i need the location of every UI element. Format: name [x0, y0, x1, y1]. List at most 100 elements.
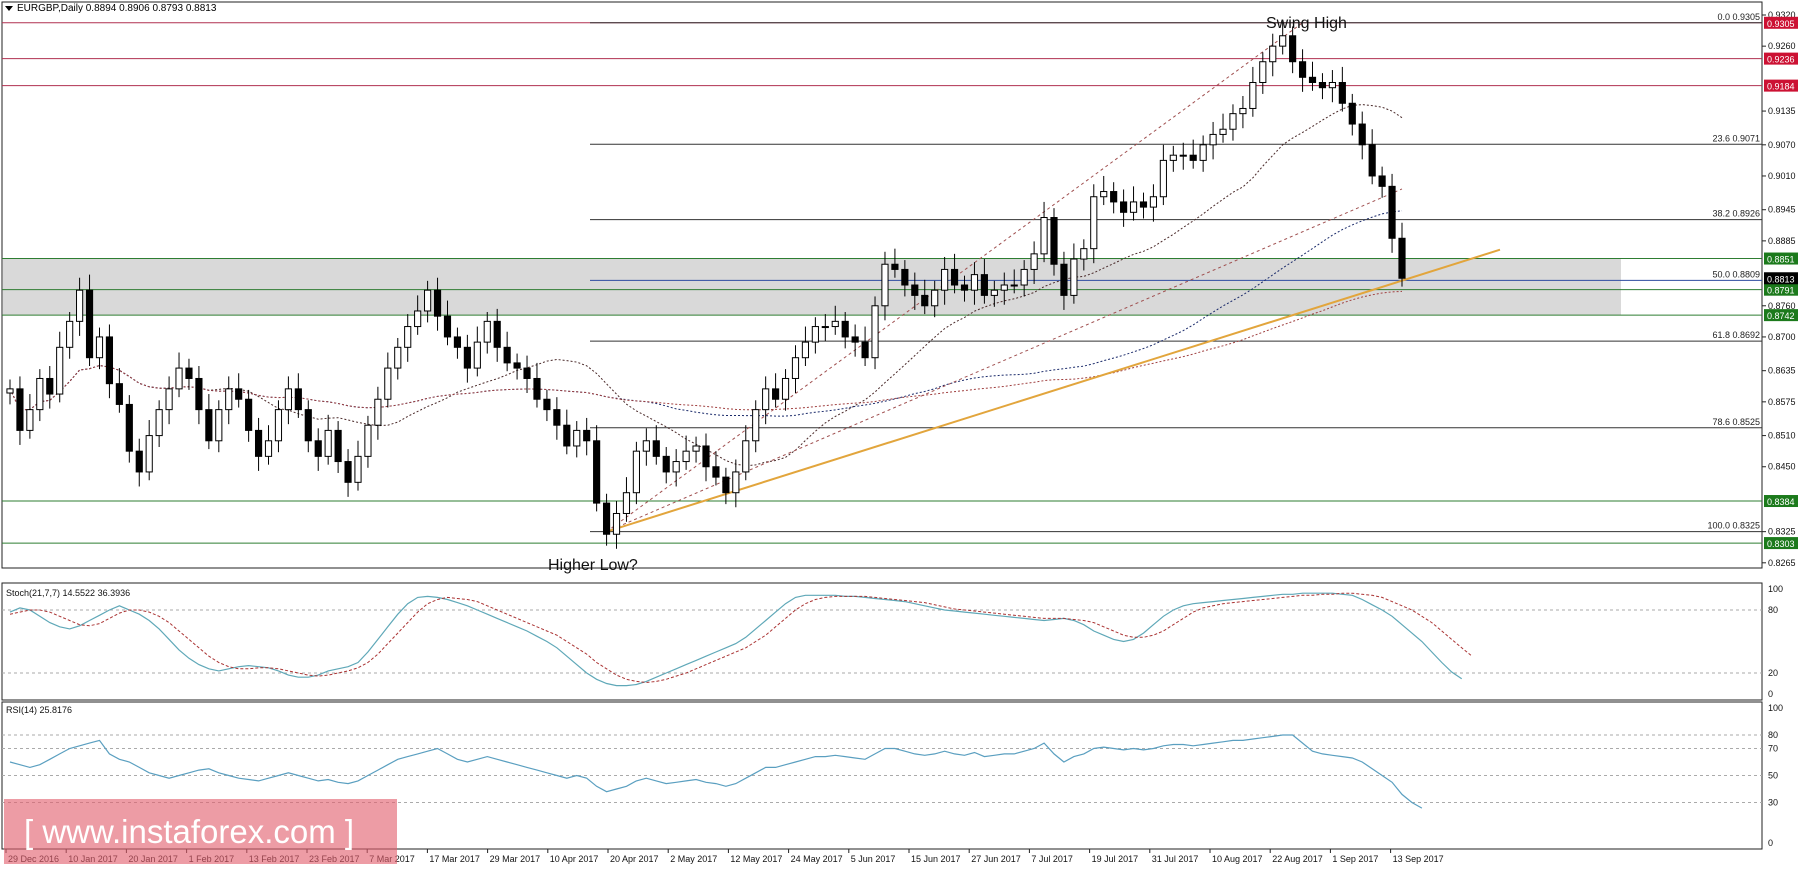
date-tick-label: 5 Jun 2017 — [851, 854, 896, 864]
candle-body — [314, 440, 322, 457]
candle-body — [642, 440, 650, 452]
candle-body — [543, 398, 551, 411]
current-price-label: 0.8813 — [1767, 274, 1795, 284]
date-tick-label: 15 Jun 2017 — [911, 854, 961, 864]
candle-body — [175, 367, 183, 390]
fib-label-61.8: 61.8 0.8692 — [1712, 330, 1760, 340]
price-label-0.8303: 0.8303 — [1767, 539, 1795, 549]
candle-body — [652, 440, 660, 457]
watermark-banner[interactable]: [ www.instaforex.com ] — [4, 799, 397, 864]
candle-body — [344, 461, 352, 483]
candle-body — [1189, 154, 1197, 161]
candle-body — [1149, 196, 1158, 208]
candle-body — [1269, 45, 1277, 63]
candle-body — [1050, 217, 1058, 265]
candle-body — [424, 289, 432, 312]
candle-body — [6, 388, 14, 394]
candle-body — [722, 476, 730, 494]
price-tick-label: 0.9135 — [1768, 106, 1796, 116]
price-label-0.8742: 0.8742 — [1767, 311, 1795, 321]
stochastic-main-line — [9, 592, 1463, 687]
stoch-tick-label: 20 — [1768, 668, 1778, 678]
candle-body — [593, 440, 601, 504]
candle-body — [364, 424, 372, 457]
rsi-tick-label: 80 — [1768, 730, 1778, 740]
candle-body — [463, 346, 471, 369]
candle-body — [503, 346, 511, 364]
date-tick-label: 2 May 2017 — [670, 854, 717, 864]
candle-body — [1040, 217, 1048, 255]
date-tick-label: 29 Mar 2017 — [490, 854, 541, 864]
price-label-0.8303-box — [1764, 537, 1798, 550]
candle-body — [762, 388, 770, 411]
price-tick-label: 0.8885 — [1768, 236, 1796, 246]
higher-low-annotation: Higher Low? — [548, 557, 638, 574]
candle-body — [205, 409, 213, 442]
candle-body — [861, 341, 869, 359]
rsi-line — [9, 734, 1423, 809]
candle-body — [264, 440, 273, 457]
price-tick-label: 0.8575 — [1768, 397, 1796, 407]
price-label-0.8791: 0.8791 — [1767, 286, 1795, 296]
candle-body — [16, 388, 24, 431]
swing-high-annotation: Swing High — [1266, 15, 1347, 32]
candle-body — [1219, 128, 1227, 135]
price-label-0.8791-box — [1764, 283, 1798, 296]
date-tick-label: 10 Apr 2017 — [550, 854, 599, 864]
date-tick-label: 19 Jul 2017 — [1092, 854, 1139, 864]
candle-body — [473, 341, 481, 369]
candle-body — [225, 388, 233, 411]
rsi-label: RSI(14) 25.8176 — [6, 705, 73, 715]
date-tick-label: 31 Jul 2017 — [1152, 854, 1199, 864]
candle-body — [901, 268, 909, 286]
price-tick-label: 0.8700 — [1768, 332, 1796, 342]
candle-body — [56, 346, 64, 395]
candle-body — [950, 268, 959, 286]
candle-body — [404, 326, 412, 348]
candle-body — [215, 409, 223, 442]
candle-body — [1289, 35, 1297, 63]
candle-body — [980, 274, 988, 296]
stochastic-panel-frame — [1, 582, 1763, 701]
candle-body — [851, 336, 859, 343]
candle-body — [1318, 82, 1327, 89]
candle-body — [493, 320, 501, 348]
candle-body — [1328, 82, 1336, 89]
candle-body — [1249, 82, 1257, 109]
price-tick-label: 0.8635 — [1768, 366, 1796, 376]
candle-body — [483, 320, 491, 343]
candle-body — [931, 289, 939, 307]
price-tick-label: 0.8945 — [1768, 205, 1796, 215]
candle-body — [155, 409, 163, 437]
candle-body — [1338, 82, 1346, 104]
stoch-tick-label: 0 — [1768, 689, 1773, 699]
price-label-0.9184-box — [1764, 79, 1798, 92]
stochastic-label: Stoch(21,7,7) 14.5522 36.3936 — [6, 588, 131, 598]
candle-body — [1139, 201, 1148, 208]
price-tick-label: 0.8325 — [1768, 527, 1796, 537]
support-zone — [3, 258, 1621, 316]
candle-body — [374, 398, 382, 426]
price-tick-label: 0.9010 — [1768, 171, 1796, 181]
candle-body — [891, 263, 899, 270]
candle-body — [46, 377, 54, 395]
candle-body — [294, 388, 302, 411]
main-panel-frame — [1, 1, 1763, 569]
candle-body — [1060, 263, 1068, 296]
candle-body — [125, 403, 133, 452]
candle-body — [622, 492, 631, 514]
dropdown-triangle-icon[interactable] — [5, 5, 13, 11]
candle-body — [1179, 154, 1187, 157]
candle-body — [1100, 191, 1108, 198]
candle-body — [583, 429, 591, 442]
candle-body — [254, 429, 263, 457]
price-label-0.8742-box — [1764, 309, 1798, 322]
candle-body — [573, 429, 581, 447]
candle-body — [284, 388, 292, 411]
candle-body — [274, 409, 283, 442]
candle-body — [185, 367, 193, 379]
current-price-label-box — [1764, 272, 1798, 285]
rsi-tick-label: 30 — [1768, 798, 1778, 808]
